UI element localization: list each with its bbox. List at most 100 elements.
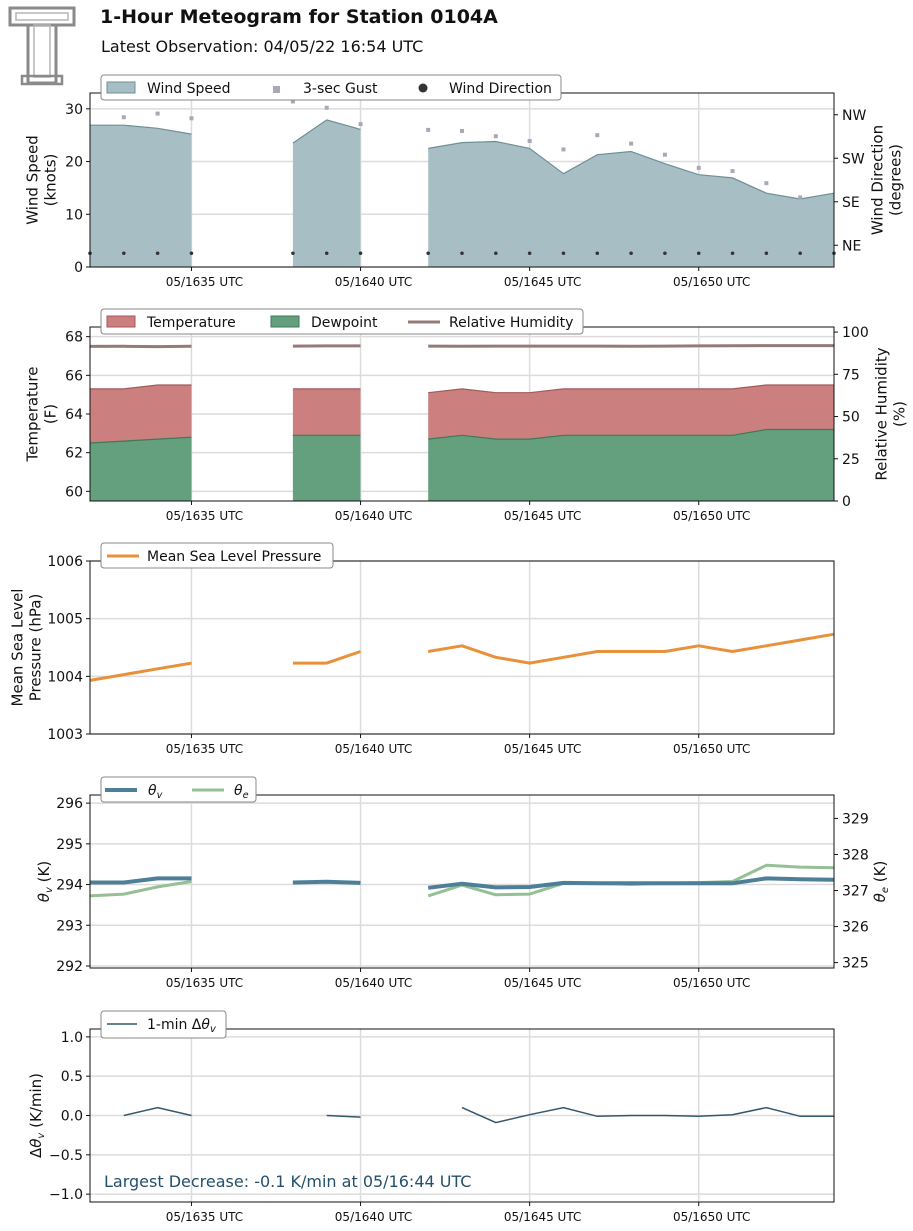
x-tick-label: 05/1650 UTC xyxy=(673,509,750,523)
gust-marker xyxy=(561,147,566,152)
chart-panels: 05/1635 UTC 05/1640 UTC 05/1645 UTC 05/1650… xyxy=(8,74,908,1224)
y-tick-label: 1005 xyxy=(47,612,83,628)
relative-humidity-axis-label: Relative Humidity (%) xyxy=(872,347,908,480)
wind-direction-legend-swatch xyxy=(418,83,428,93)
legend: Mean Sea Level Pressure xyxy=(100,542,334,569)
theta-e-axis-label: θe (K) xyxy=(871,861,891,903)
y-tick-label: 293 xyxy=(56,918,83,934)
y2-tick-label: 326 xyxy=(842,920,869,936)
relative-humidity-legend-label: Relative Humidity xyxy=(449,315,573,331)
temperature-axis-label-line: Temperature xyxy=(23,366,41,462)
gust-marker xyxy=(460,128,464,133)
theta-v-axis-label-text: θv (K) xyxy=(35,861,55,902)
delta-theta-panel: 05/1635 UTC 05/1640 UTC 05/1645 UTC 05/1650… xyxy=(27,1010,835,1224)
legend-frame xyxy=(100,1010,227,1039)
x-tick-label: 05/1640 UTC xyxy=(335,976,412,990)
temperature-legend-swatch xyxy=(106,315,136,328)
wind-direction-point xyxy=(730,251,735,256)
pressure-axis-label-line: Mean Sea Level xyxy=(8,589,26,707)
gust-marker xyxy=(121,115,126,120)
wind-direction-point xyxy=(629,251,633,256)
temperature-line xyxy=(90,384,192,390)
page-title: 1-Hour Meteogram for Station 0104A xyxy=(100,6,498,28)
x-tick-label: 05/1645 UTC xyxy=(504,742,581,756)
y2-tick-label: SW xyxy=(842,151,865,167)
y-tick-label: 62 xyxy=(65,446,83,462)
wind-direction-point xyxy=(764,251,769,256)
legend: Wind Speed 3-sec Gust Wind Direction xyxy=(100,74,562,101)
wind-direction-legend-label: Wind Direction xyxy=(449,81,552,97)
wind-direction-axis-label-line: (degrees) xyxy=(886,144,904,216)
relative-humidity-axis-label-line: (%) xyxy=(890,401,908,427)
relative-humidity-line xyxy=(428,344,834,348)
y2-tick-label: 75 xyxy=(842,367,860,383)
delta-theta-legend-label: 1-min Δθv xyxy=(147,1017,217,1035)
gust-marker xyxy=(798,195,803,200)
gust-marker xyxy=(595,133,600,138)
dewpoint-legend-label: Dewpoint xyxy=(311,315,378,331)
y-tick-label: 295 xyxy=(56,837,83,853)
station-logo xyxy=(8,6,76,86)
pressure-panel: 05/1635 UTC 05/1640 UTC 05/1645 UTC 05/1650… xyxy=(8,542,835,756)
legend: θv θe xyxy=(100,776,257,803)
wind-speed-axis-label-line: Wind Speed xyxy=(23,135,41,225)
wind-direction-axis-label-line: Wind Direction xyxy=(868,125,886,235)
gust-marker xyxy=(324,105,329,110)
x-tick-label: 05/1635 UTC xyxy=(166,742,243,756)
x-tick-label: 05/1650 UTC xyxy=(673,742,750,756)
gust-marker xyxy=(696,165,701,170)
dewpoint-line xyxy=(89,436,192,444)
delta-theta-line xyxy=(123,1106,192,1117)
plot-frame xyxy=(89,794,835,969)
x-tick-label: 05/1640 UTC xyxy=(335,742,412,756)
gust-marker xyxy=(493,134,498,139)
y-tick-label: 10 xyxy=(65,207,83,223)
temperature-line xyxy=(428,384,834,394)
temperature-panel: 05/1635 UTC 05/1640 UTC 05/1645 UTC 05/1650… xyxy=(23,308,908,523)
temperature-area xyxy=(90,385,192,443)
y-tick-label: 20 xyxy=(65,155,83,171)
wind-speed-legend-swatch xyxy=(106,81,136,94)
legend-frame xyxy=(100,74,562,101)
gust-marker xyxy=(426,127,431,132)
y-tick-label: 60 xyxy=(65,484,83,500)
pressure-axis-label-line: Pressure (hPa) xyxy=(26,594,44,702)
wind-speed-axis-label: Wind Speed (knots) xyxy=(23,135,59,225)
dewpoint-area xyxy=(292,435,361,501)
y-tick-label: 0 xyxy=(74,260,83,276)
wind-direction-point xyxy=(460,251,464,256)
x-tick-label: 05/1645 UTC xyxy=(504,275,581,289)
x-tick-label: 05/1645 UTC xyxy=(504,976,581,990)
wind-direction-point xyxy=(561,251,566,256)
x-tick-label: 05/1635 UTC xyxy=(166,1210,243,1224)
y2-tick-label: 25 xyxy=(842,452,860,468)
wind-direction-point xyxy=(798,251,802,256)
delta-theta-line xyxy=(461,1106,834,1124)
y2-tick-label: 327 xyxy=(842,884,869,900)
wind-speed-axis-label-line: (knots) xyxy=(41,154,59,207)
wind-panel: 05/1635 UTC 05/1640 UTC 05/1645 UTC 05/1650… xyxy=(23,74,904,289)
y-tick-label: 294 xyxy=(56,878,83,894)
pressure-line xyxy=(427,632,835,665)
y-tick-label: 66 xyxy=(65,368,83,384)
gust-legend-label: 3-sec Gust xyxy=(303,81,378,97)
wind-speed-area xyxy=(292,119,361,268)
dewpoint-area xyxy=(428,429,834,501)
y2-tick-label: 329 xyxy=(842,811,869,827)
plot-frame xyxy=(89,560,835,735)
y-tick-label: 68 xyxy=(65,330,83,346)
y-tick-label: 30 xyxy=(65,102,83,118)
x-tick-label: 05/1640 UTC xyxy=(335,275,412,289)
theta-v-legend-label: θv xyxy=(148,783,163,801)
page-subtitle: Latest Observation: 04/05/22 16:54 UTC xyxy=(101,37,423,56)
theta-v-line xyxy=(292,879,361,885)
temperature-area xyxy=(292,388,361,436)
theta-e-legend-label: θe xyxy=(234,783,249,801)
y-tick-label: 296 xyxy=(56,796,83,812)
wind-speed-line xyxy=(292,119,361,144)
x-tick-label: 05/1635 UTC xyxy=(166,509,243,523)
y-tick-label: 1006 xyxy=(47,554,83,570)
gust-marker xyxy=(358,122,363,127)
relative-humidity-axis-label-line: Relative Humidity xyxy=(872,347,890,480)
gust-marker xyxy=(189,116,194,121)
